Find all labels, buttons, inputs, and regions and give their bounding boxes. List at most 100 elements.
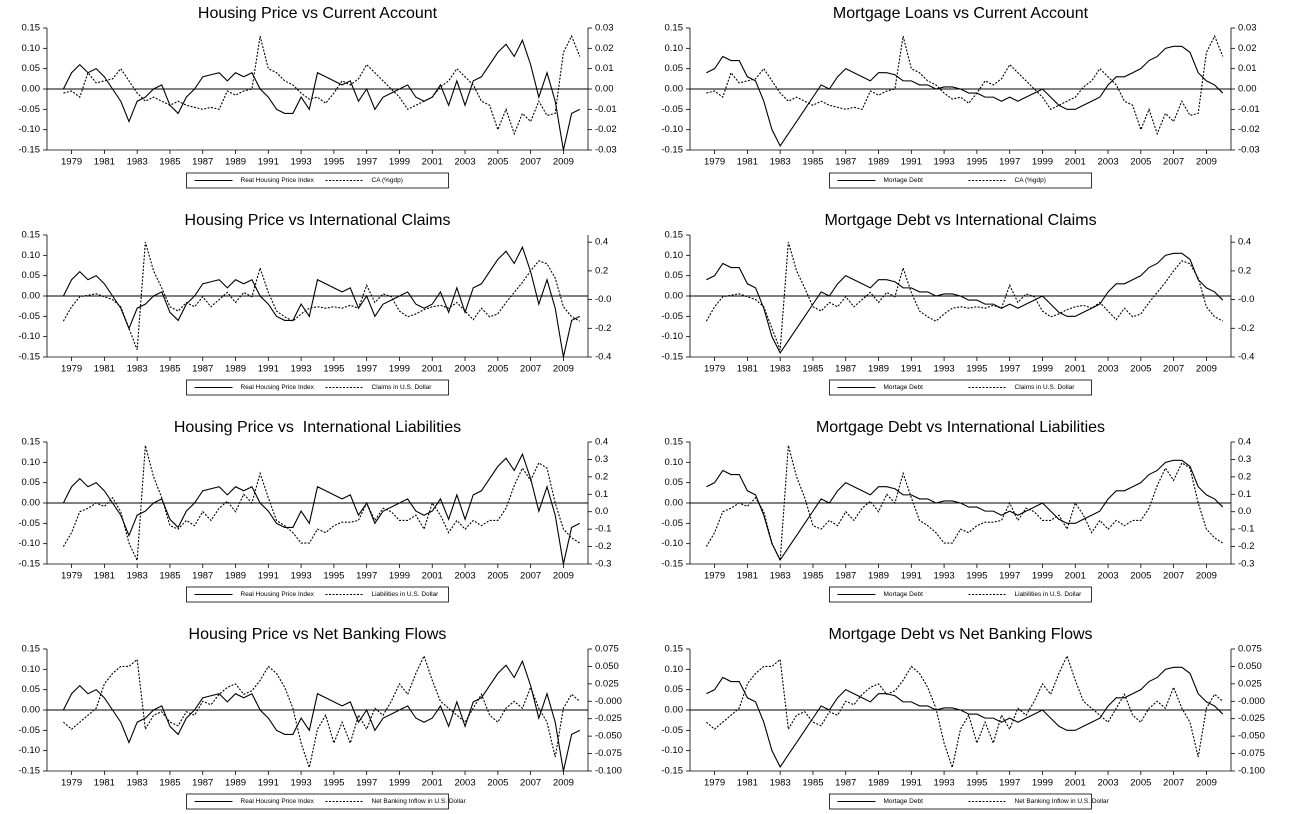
x-tick-label: 1997	[999, 364, 1020, 375]
x-tick-label: 1979	[61, 778, 82, 789]
x-tick-label: 1991	[901, 364, 922, 375]
series-line	[62, 452, 581, 565]
x-tick-label: 1993	[934, 778, 955, 789]
y-tick-label: -0.10	[661, 331, 683, 342]
legend-box	[829, 586, 1092, 603]
y2-tick-label: -0.02	[595, 124, 617, 135]
x-tick-label: 2003	[1097, 571, 1118, 582]
series-line	[63, 654, 581, 770]
x-tick-label: 2001	[1065, 157, 1086, 168]
x-tick-label: 1981	[737, 571, 758, 582]
y-tick-label: 0.00	[22, 498, 41, 509]
legend-label: Real Housing Price Index	[241, 798, 315, 805]
y2-tick-label: 0.02	[595, 43, 614, 54]
x-tick-label: 1979	[704, 157, 725, 168]
y-tick-label: -0.15	[18, 145, 40, 156]
x-tick-label: 1981	[94, 778, 115, 789]
x-tick-label: 1989	[225, 571, 246, 582]
y2-tick-label: 0.075	[1238, 644, 1262, 655]
y-tick-label: -0.10	[18, 331, 40, 342]
panel: Mortgage Debt vs Net Banking Flows 0.15 0.…	[661, 626, 1265, 810]
x-tick-label: 2005	[1130, 778, 1151, 789]
legend-label: Liabilities in U.S. Dollar	[372, 591, 440, 598]
legend-label: Net Banking Inflow in U.S. Dollar	[1015, 798, 1110, 805]
legend-label: Net Banking Inflow in U.S. Dollar	[372, 798, 467, 805]
y2-tick-label: 0.01	[1238, 63, 1257, 74]
x-tick-label: 2007	[520, 778, 541, 789]
y-tick-label: 0.15	[665, 23, 684, 34]
x-tick-label: 1983	[127, 157, 148, 168]
x-tick-label: 1981	[737, 778, 758, 789]
legend-label: Mortage Debt	[884, 384, 924, 391]
x-tick-label: 1979	[61, 157, 82, 168]
y-tick-label: -0.05	[661, 311, 683, 322]
legend-box	[186, 586, 449, 603]
y-tick-label: 0.05	[22, 684, 41, 695]
x-tick-label: 1981	[94, 364, 115, 375]
series-line	[705, 445, 1224, 563]
chart-title: Housing Price vs Current Account	[198, 5, 438, 22]
y-tick-label: 0.05	[22, 270, 41, 281]
y2-tick-label: -0.2	[595, 541, 611, 552]
x-tick-label: 1995	[323, 364, 344, 375]
y-tick-label: -0.10	[661, 124, 683, 135]
x-tick-label: 1991	[258, 364, 279, 375]
y-tick-label: 0.05	[22, 63, 41, 74]
x-tick-label: 1987	[192, 778, 213, 789]
series-line	[63, 34, 581, 136]
y2-tick-label: -0.03	[595, 145, 617, 156]
x-tick-label: 1999	[389, 778, 410, 789]
y-tick-label: 0.15	[22, 437, 41, 448]
y-tick-label: 0.10	[22, 457, 41, 468]
x-tick-label: 2001	[1065, 778, 1086, 789]
series-line	[62, 659, 581, 772]
x-tick-label: 1985	[802, 571, 823, 582]
x-tick-label: 1995	[323, 157, 344, 168]
y-tick-label: -0.10	[661, 745, 683, 756]
x-tick-label: 1983	[770, 364, 791, 375]
series-line	[706, 654, 1224, 770]
y-tick-label: -0.05	[661, 104, 683, 115]
x-tick-label: 1999	[389, 157, 410, 168]
y2-tick-label: 0.02	[1238, 43, 1257, 54]
x-tick-label: 2007	[1163, 778, 1184, 789]
x-tick-label: 1993	[291, 364, 312, 375]
x-tick-label: 1991	[258, 157, 279, 168]
y2-tick-label: -0.000	[595, 696, 622, 707]
y2-tick-label: 0.4	[595, 237, 608, 248]
x-tick-label: 1987	[192, 364, 213, 375]
y2-tick-label: -0.050	[1238, 731, 1265, 742]
y2-tick-label: 0.050	[1238, 661, 1262, 672]
y-tick-label: 0.00	[22, 291, 41, 302]
x-tick-label: 1999	[1032, 571, 1053, 582]
y2-tick-label: 0.2	[1238, 471, 1251, 482]
y2-tick-label: 0.03	[1238, 23, 1257, 34]
legend-label: Mortage Debt	[884, 798, 924, 805]
y-tick-label: -0.15	[661, 766, 683, 777]
x-tick-label: 1987	[835, 571, 856, 582]
y2-tick-label: -0.1	[595, 524, 611, 535]
x-tick-label: 2009	[1196, 778, 1217, 789]
series-line	[706, 34, 1224, 136]
x-tick-label: 1993	[291, 778, 312, 789]
y2-tick-label: -0.0	[595, 294, 611, 305]
x-tick-label: 1985	[159, 364, 180, 375]
chart-title: Mortgage Debt vs Net Banking Flows	[828, 626, 1092, 643]
chart-title: Housing Price vs International Claims	[185, 212, 451, 229]
legend-box	[186, 379, 449, 396]
x-tick-label: 2001	[422, 364, 443, 375]
y-tick-label: 0.15	[665, 437, 684, 448]
y2-tick-label: 0.1	[595, 489, 608, 500]
x-tick-label: 2007	[520, 157, 541, 168]
y-tick-label: 0.15	[22, 230, 41, 241]
y-tick-label: 0.15	[665, 230, 684, 241]
series-line	[62, 445, 581, 563]
x-tick-label: 1999	[1032, 157, 1053, 168]
x-tick-label: 1995	[966, 571, 987, 582]
x-tick-label: 1985	[159, 571, 180, 582]
y-tick-label: 0.15	[665, 644, 684, 655]
legend-box	[829, 172, 1092, 189]
y2-tick-label: 0.3	[595, 454, 608, 465]
x-tick-label: 1993	[934, 571, 955, 582]
